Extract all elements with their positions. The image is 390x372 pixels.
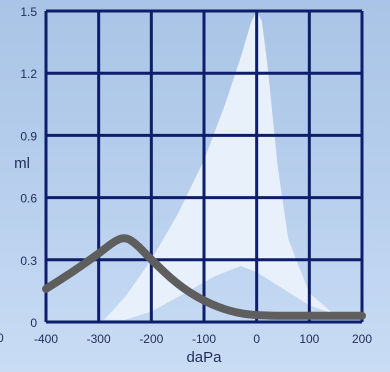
y-tick-label: 1.2 [20,67,37,81]
series-layer [42,234,366,320]
y-tick-label: 0.9 [20,129,37,143]
x-axis-label: daPa [186,349,222,366]
y-tick-label: 0.3 [20,254,37,268]
normal-range-region [103,11,352,320]
x-tick-label: -300 [87,332,111,346]
chart-grid [44,9,364,324]
x-tick-label: -100 [192,332,216,346]
x-tick-label: 100 [299,332,319,346]
y-tick-label: 0.6 [20,192,37,206]
x-axis-ticks: -400 -300 -200 -100 0 100 200 [34,332,372,346]
x-tick-label: -200 [139,332,163,346]
x-tick-label: -400 [34,332,58,346]
x-tick-label: 0 [253,332,260,346]
series-line-0 [42,234,366,320]
y-tick-label: 0 [30,316,37,330]
y-tick-label: 1.5 [20,5,37,19]
y-axis-ticks: 0 0.3 0.6 0.9 1.2 1.5 [20,5,37,330]
x-tick-label: 200 [352,332,372,346]
y-axis-label: ml [14,155,30,172]
left-edge-label: 0 [0,331,4,345]
